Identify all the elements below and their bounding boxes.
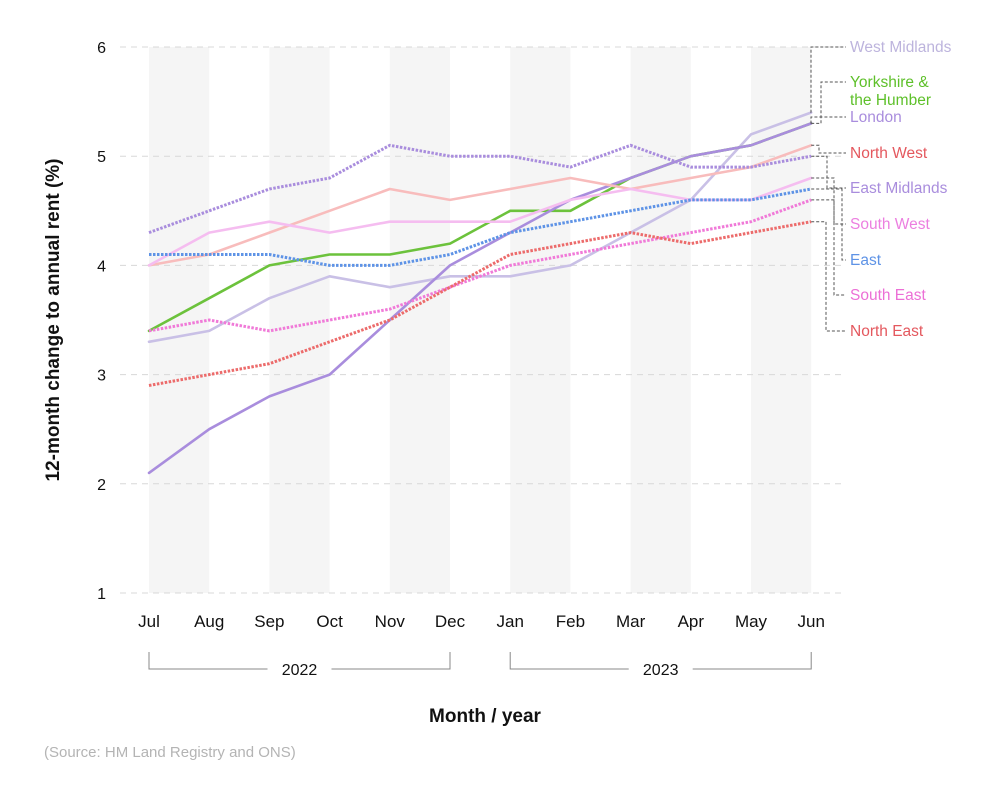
label-leader-line bbox=[811, 221, 846, 332]
x-tick-label: Aug bbox=[194, 612, 224, 631]
series-line-london bbox=[147, 122, 813, 475]
y-tick-label: 2 bbox=[97, 477, 106, 494]
series-label: North West bbox=[850, 145, 928, 162]
month-band bbox=[269, 47, 330, 593]
x-tick-label: Feb bbox=[556, 612, 585, 631]
year-label: 2023 bbox=[643, 662, 679, 679]
series-label: South East bbox=[850, 287, 927, 304]
source-note: (Source: HM Land Registry and ONS) bbox=[44, 744, 296, 761]
month-band bbox=[149, 47, 210, 593]
series-line-yorkshire-the-humber bbox=[147, 122, 813, 333]
series-label-line: South East bbox=[850, 287, 927, 304]
label-leader-line bbox=[811, 177, 846, 225]
month-band bbox=[389, 47, 450, 593]
label-leader-line bbox=[811, 81, 846, 124]
series-line-south-west bbox=[147, 176, 813, 267]
label-leader-line bbox=[811, 188, 846, 261]
series-line-south-east bbox=[148, 198, 812, 333]
year-bracket-left bbox=[509, 652, 629, 670]
y-tick-label: 1 bbox=[97, 586, 106, 603]
y-tick-label: 3 bbox=[97, 368, 106, 385]
x-tick-label: Jan bbox=[496, 612, 523, 631]
series-line-north-west bbox=[147, 144, 813, 267]
series-label-line: South West bbox=[850, 216, 931, 233]
series-line-north-east bbox=[148, 220, 812, 387]
label-leader-line bbox=[811, 199, 846, 296]
x-tick-label: Dec bbox=[435, 612, 466, 631]
month-band bbox=[630, 47, 691, 593]
series-label-line: North East bbox=[850, 323, 924, 340]
series-label: East bbox=[850, 252, 882, 269]
series-label-line: London bbox=[850, 109, 902, 126]
x-tick-label: Oct bbox=[316, 612, 343, 631]
series-label: South West bbox=[850, 216, 931, 233]
year-bracket-right bbox=[692, 652, 812, 670]
label-leader-line bbox=[811, 144, 846, 154]
x-tick-label: May bbox=[735, 612, 768, 631]
y-tick-label: 5 bbox=[97, 149, 106, 166]
series-label-line: North West bbox=[850, 145, 928, 162]
label-leader-line bbox=[810, 46, 846, 113]
label-leader-line bbox=[810, 116, 846, 124]
year-bracket-right bbox=[331, 652, 451, 670]
x-tick-label: Sep bbox=[254, 612, 284, 631]
series-label-line: West Midlands bbox=[850, 39, 952, 56]
series-label: London bbox=[850, 109, 902, 126]
series-label-line: East Midlands bbox=[850, 180, 948, 197]
y-tick-label: 4 bbox=[97, 258, 106, 275]
series-label-line: East bbox=[850, 252, 882, 269]
series-label: Yorkshire & the Humber bbox=[850, 74, 931, 109]
x-tick-label: Apr bbox=[678, 612, 705, 631]
x-tick-label: Mar bbox=[616, 612, 646, 631]
month-band bbox=[751, 47, 812, 593]
series-label: North East bbox=[850, 323, 924, 340]
month-band bbox=[510, 47, 571, 593]
series-label-line: the Humber bbox=[850, 92, 931, 109]
x-axis-title: Month / year bbox=[429, 706, 542, 727]
y-tick-label: 6 bbox=[97, 40, 106, 57]
series-label: East Midlands bbox=[850, 180, 948, 197]
y-axis-title: 12-month change to annual rent (%) bbox=[43, 158, 64, 481]
year-label: 2022 bbox=[282, 662, 318, 679]
series-label-line: Yorkshire & bbox=[850, 74, 929, 91]
series-label: West Midlands bbox=[850, 39, 952, 56]
label-leader-line bbox=[811, 155, 846, 189]
x-tick-label: Jun bbox=[797, 612, 824, 631]
x-tick-label: Jul bbox=[138, 612, 160, 631]
series-line-east-midlands bbox=[148, 143, 812, 235]
series-line-east bbox=[149, 187, 812, 267]
x-tick-label: Nov bbox=[375, 612, 406, 631]
year-bracket-left bbox=[148, 652, 268, 670]
